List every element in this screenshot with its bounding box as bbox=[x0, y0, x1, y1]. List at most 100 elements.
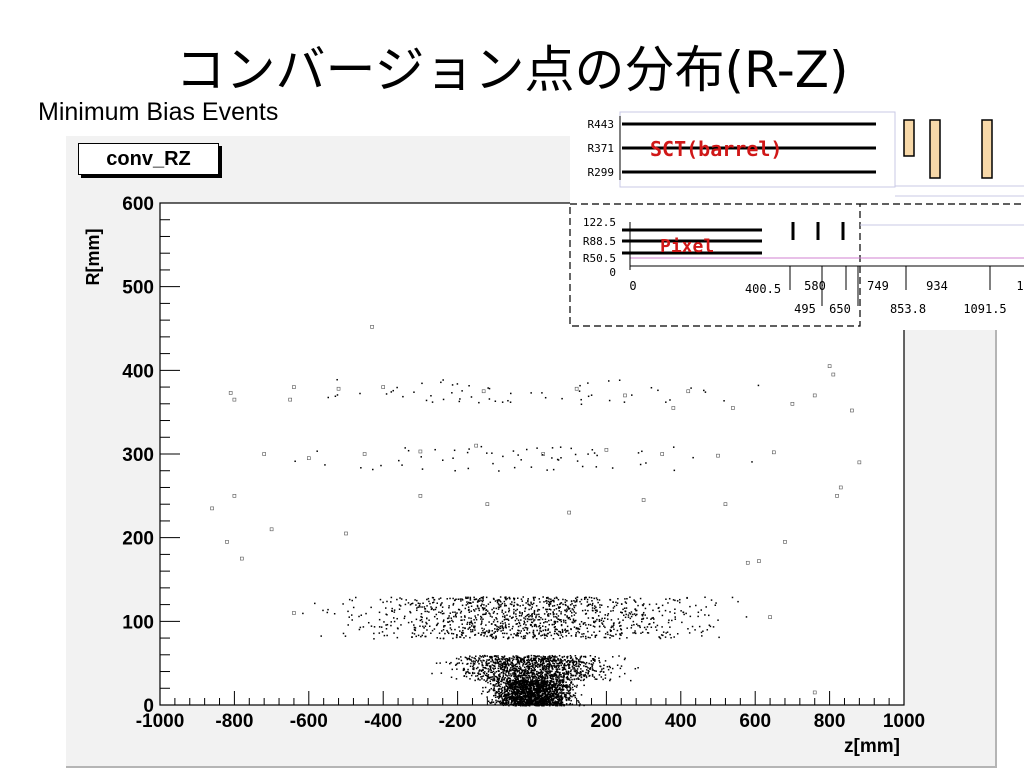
scatter-point bbox=[510, 687, 513, 690]
scatter-point bbox=[553, 599, 555, 602]
scatter-point bbox=[569, 689, 572, 691]
scatter-point bbox=[557, 668, 559, 670]
scatter-point bbox=[561, 630, 564, 632]
scatter-point bbox=[473, 657, 475, 659]
scatter-point bbox=[505, 596, 507, 598]
scatter-point bbox=[509, 668, 511, 671]
scatter-point bbox=[634, 632, 637, 635]
scatter-point bbox=[573, 614, 576, 616]
scatter-point bbox=[538, 699, 541, 701]
scatter-point bbox=[532, 631, 535, 633]
scatter-point bbox=[585, 596, 587, 599]
scatter-point bbox=[546, 670, 548, 673]
scatter-point bbox=[502, 669, 505, 671]
scatter-point bbox=[506, 675, 509, 677]
scatter-point bbox=[516, 691, 518, 693]
scatter-point bbox=[515, 694, 517, 696]
scatter-point bbox=[531, 625, 534, 628]
scatter-point bbox=[484, 613, 487, 616]
scatter-point bbox=[567, 510, 572, 515]
scatter-point bbox=[561, 628, 564, 631]
scatter-point bbox=[543, 634, 546, 637]
scatter-point bbox=[496, 599, 499, 602]
scatter-point bbox=[731, 596, 734, 599]
scatter-point bbox=[642, 611, 645, 614]
scatter-point bbox=[469, 597, 472, 600]
scatter-point bbox=[501, 626, 504, 628]
scatter-point bbox=[543, 658, 545, 661]
scatter-point bbox=[431, 672, 433, 675]
scatter-point bbox=[587, 603, 590, 606]
scatter-point bbox=[579, 670, 582, 673]
sct-barrel-label: SCT(barrel) bbox=[650, 137, 782, 161]
scatter-point bbox=[529, 696, 531, 699]
scatter-point bbox=[447, 621, 450, 623]
scatter-point bbox=[552, 675, 554, 678]
scatter-point bbox=[612, 624, 615, 626]
scatter-point bbox=[550, 680, 553, 683]
scatter-point bbox=[489, 682, 492, 685]
scatter-point bbox=[544, 628, 547, 631]
scatter-point bbox=[504, 663, 506, 665]
scatter-point bbox=[596, 618, 598, 621]
scatter-point bbox=[498, 674, 500, 676]
scatter-point bbox=[515, 679, 517, 682]
scatter-point bbox=[629, 596, 631, 598]
scatter-point bbox=[466, 621, 469, 624]
scatter-point bbox=[549, 680, 552, 682]
scatter-point bbox=[385, 624, 387, 626]
scatter-point bbox=[554, 700, 556, 702]
scatter-point bbox=[479, 597, 481, 600]
scatter-point bbox=[493, 619, 496, 621]
scatter-point bbox=[619, 625, 621, 627]
scatter-point bbox=[531, 662, 534, 665]
scatter-point bbox=[541, 392, 543, 394]
scatter-point bbox=[622, 619, 624, 621]
scatter-point bbox=[678, 601, 681, 604]
scatter-point bbox=[561, 692, 564, 694]
scatter-point bbox=[612, 607, 615, 609]
scatter-point bbox=[443, 625, 445, 627]
scatter-point bbox=[552, 613, 555, 616]
scatter-point bbox=[478, 600, 481, 602]
scatter-point bbox=[564, 628, 567, 631]
scatter-point bbox=[473, 668, 475, 671]
scatter-point bbox=[334, 395, 337, 398]
scatter-point bbox=[519, 605, 521, 607]
scatter-point bbox=[620, 634, 622, 636]
scatter-point bbox=[541, 685, 544, 687]
scatter-point bbox=[457, 608, 460, 611]
scatter-point bbox=[461, 619, 463, 621]
scatter-point bbox=[537, 688, 540, 691]
scatter-point bbox=[470, 617, 472, 620]
scatter-point bbox=[469, 655, 471, 657]
scatter-point bbox=[495, 676, 498, 678]
scatter-point bbox=[567, 698, 570, 701]
scatter-point bbox=[535, 701, 538, 703]
scatter-point bbox=[541, 664, 544, 666]
scatter-point bbox=[689, 615, 692, 618]
scatter-point bbox=[503, 698, 505, 701]
scatter-point bbox=[657, 389, 659, 392]
scatter-point bbox=[536, 447, 538, 449]
scatter-point bbox=[534, 701, 536, 704]
scatter-point bbox=[550, 660, 553, 662]
scatter-point bbox=[568, 632, 570, 635]
scatter-point bbox=[596, 678, 598, 680]
scatter-point bbox=[530, 696, 532, 699]
scatter-point bbox=[485, 596, 488, 599]
scatter-point bbox=[526, 627, 529, 629]
scatter-point bbox=[543, 633, 546, 635]
scatter-point bbox=[517, 661, 519, 663]
scatter-point bbox=[584, 613, 587, 615]
scatter-point bbox=[470, 605, 473, 608]
scatter-point bbox=[671, 619, 673, 622]
scatter-point bbox=[494, 685, 496, 687]
scatter-point bbox=[556, 665, 558, 667]
scatter-point bbox=[458, 662, 460, 664]
scatter-point bbox=[674, 618, 677, 620]
scatter-point bbox=[431, 629, 434, 632]
scatter-point bbox=[624, 601, 627, 603]
scatter-point bbox=[595, 634, 598, 637]
scatter-point bbox=[484, 674, 487, 677]
